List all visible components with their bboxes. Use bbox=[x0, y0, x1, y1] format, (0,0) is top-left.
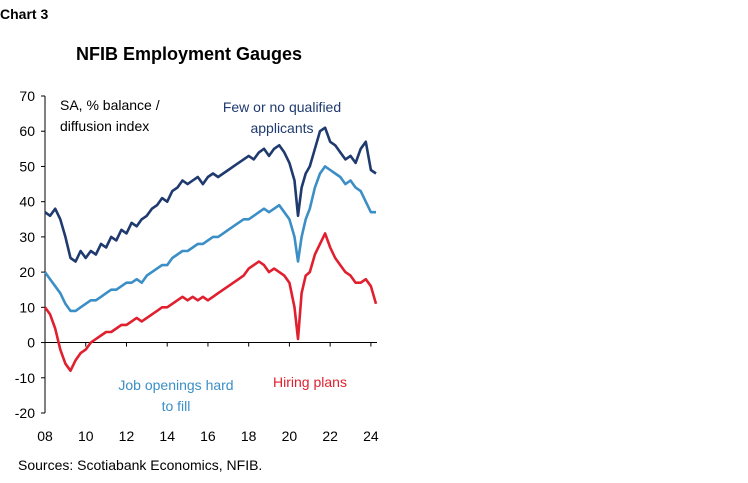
y-tick-label: 20 bbox=[19, 264, 35, 280]
y-tick-label: -20 bbox=[15, 405, 35, 421]
series-layer bbox=[43, 126, 378, 372]
x-tick-label: 20 bbox=[282, 428, 298, 444]
y-tick-label: 0 bbox=[27, 335, 35, 351]
chart-title: NFIB Employment Gauges bbox=[76, 44, 303, 64]
source-note: Sources: Scotiabank Economics, NFIB. bbox=[18, 457, 263, 473]
x-tick-label: 14 bbox=[159, 428, 175, 444]
x-tick-label: 18 bbox=[241, 428, 257, 444]
x-tick-label: 24 bbox=[363, 428, 379, 444]
x-tick-label: 10 bbox=[78, 428, 94, 444]
y-tick-label: 40 bbox=[19, 194, 35, 210]
lightblue-series-label-line2: to fill bbox=[162, 398, 191, 414]
y-tick-label: -10 bbox=[15, 370, 35, 386]
annotations: SA, % balance / diffusion index Few or n… bbox=[60, 97, 347, 414]
red-series-line bbox=[43, 232, 378, 372]
tick-labels: -20 -10 0 10 20 30 40 50 60 70 08 10 12 14 16 18 20 22 24 bbox=[15, 88, 379, 444]
axes bbox=[41, 95, 377, 414]
navy-series-label-line1: Few or no qualified bbox=[223, 99, 341, 115]
y-tick-label: 70 bbox=[19, 88, 35, 104]
red-series-label: Hiring plans bbox=[273, 374, 347, 390]
y-tick-label: 50 bbox=[19, 158, 35, 174]
units-annotation-line2: diffusion index bbox=[60, 118, 149, 134]
units-annotation-line1: SA, % balance / bbox=[60, 97, 160, 113]
lightblue-series-label-line1: Job openings hard bbox=[118, 377, 233, 393]
x-tick-label: 12 bbox=[119, 428, 135, 444]
y-tick-label: 60 bbox=[19, 123, 35, 139]
navy-series-label-line2: applicants bbox=[250, 120, 313, 136]
lightblue-series-line bbox=[43, 165, 376, 313]
chart-label: Chart 3 bbox=[0, 6, 49, 22]
navy-series-line bbox=[44, 126, 377, 263]
x-tick-label: 16 bbox=[200, 428, 216, 444]
y-tick-label: 10 bbox=[19, 299, 35, 315]
x-tick-label: 22 bbox=[322, 428, 338, 444]
x-tick-label: 08 bbox=[37, 428, 53, 444]
y-tick-label: 30 bbox=[19, 229, 35, 245]
